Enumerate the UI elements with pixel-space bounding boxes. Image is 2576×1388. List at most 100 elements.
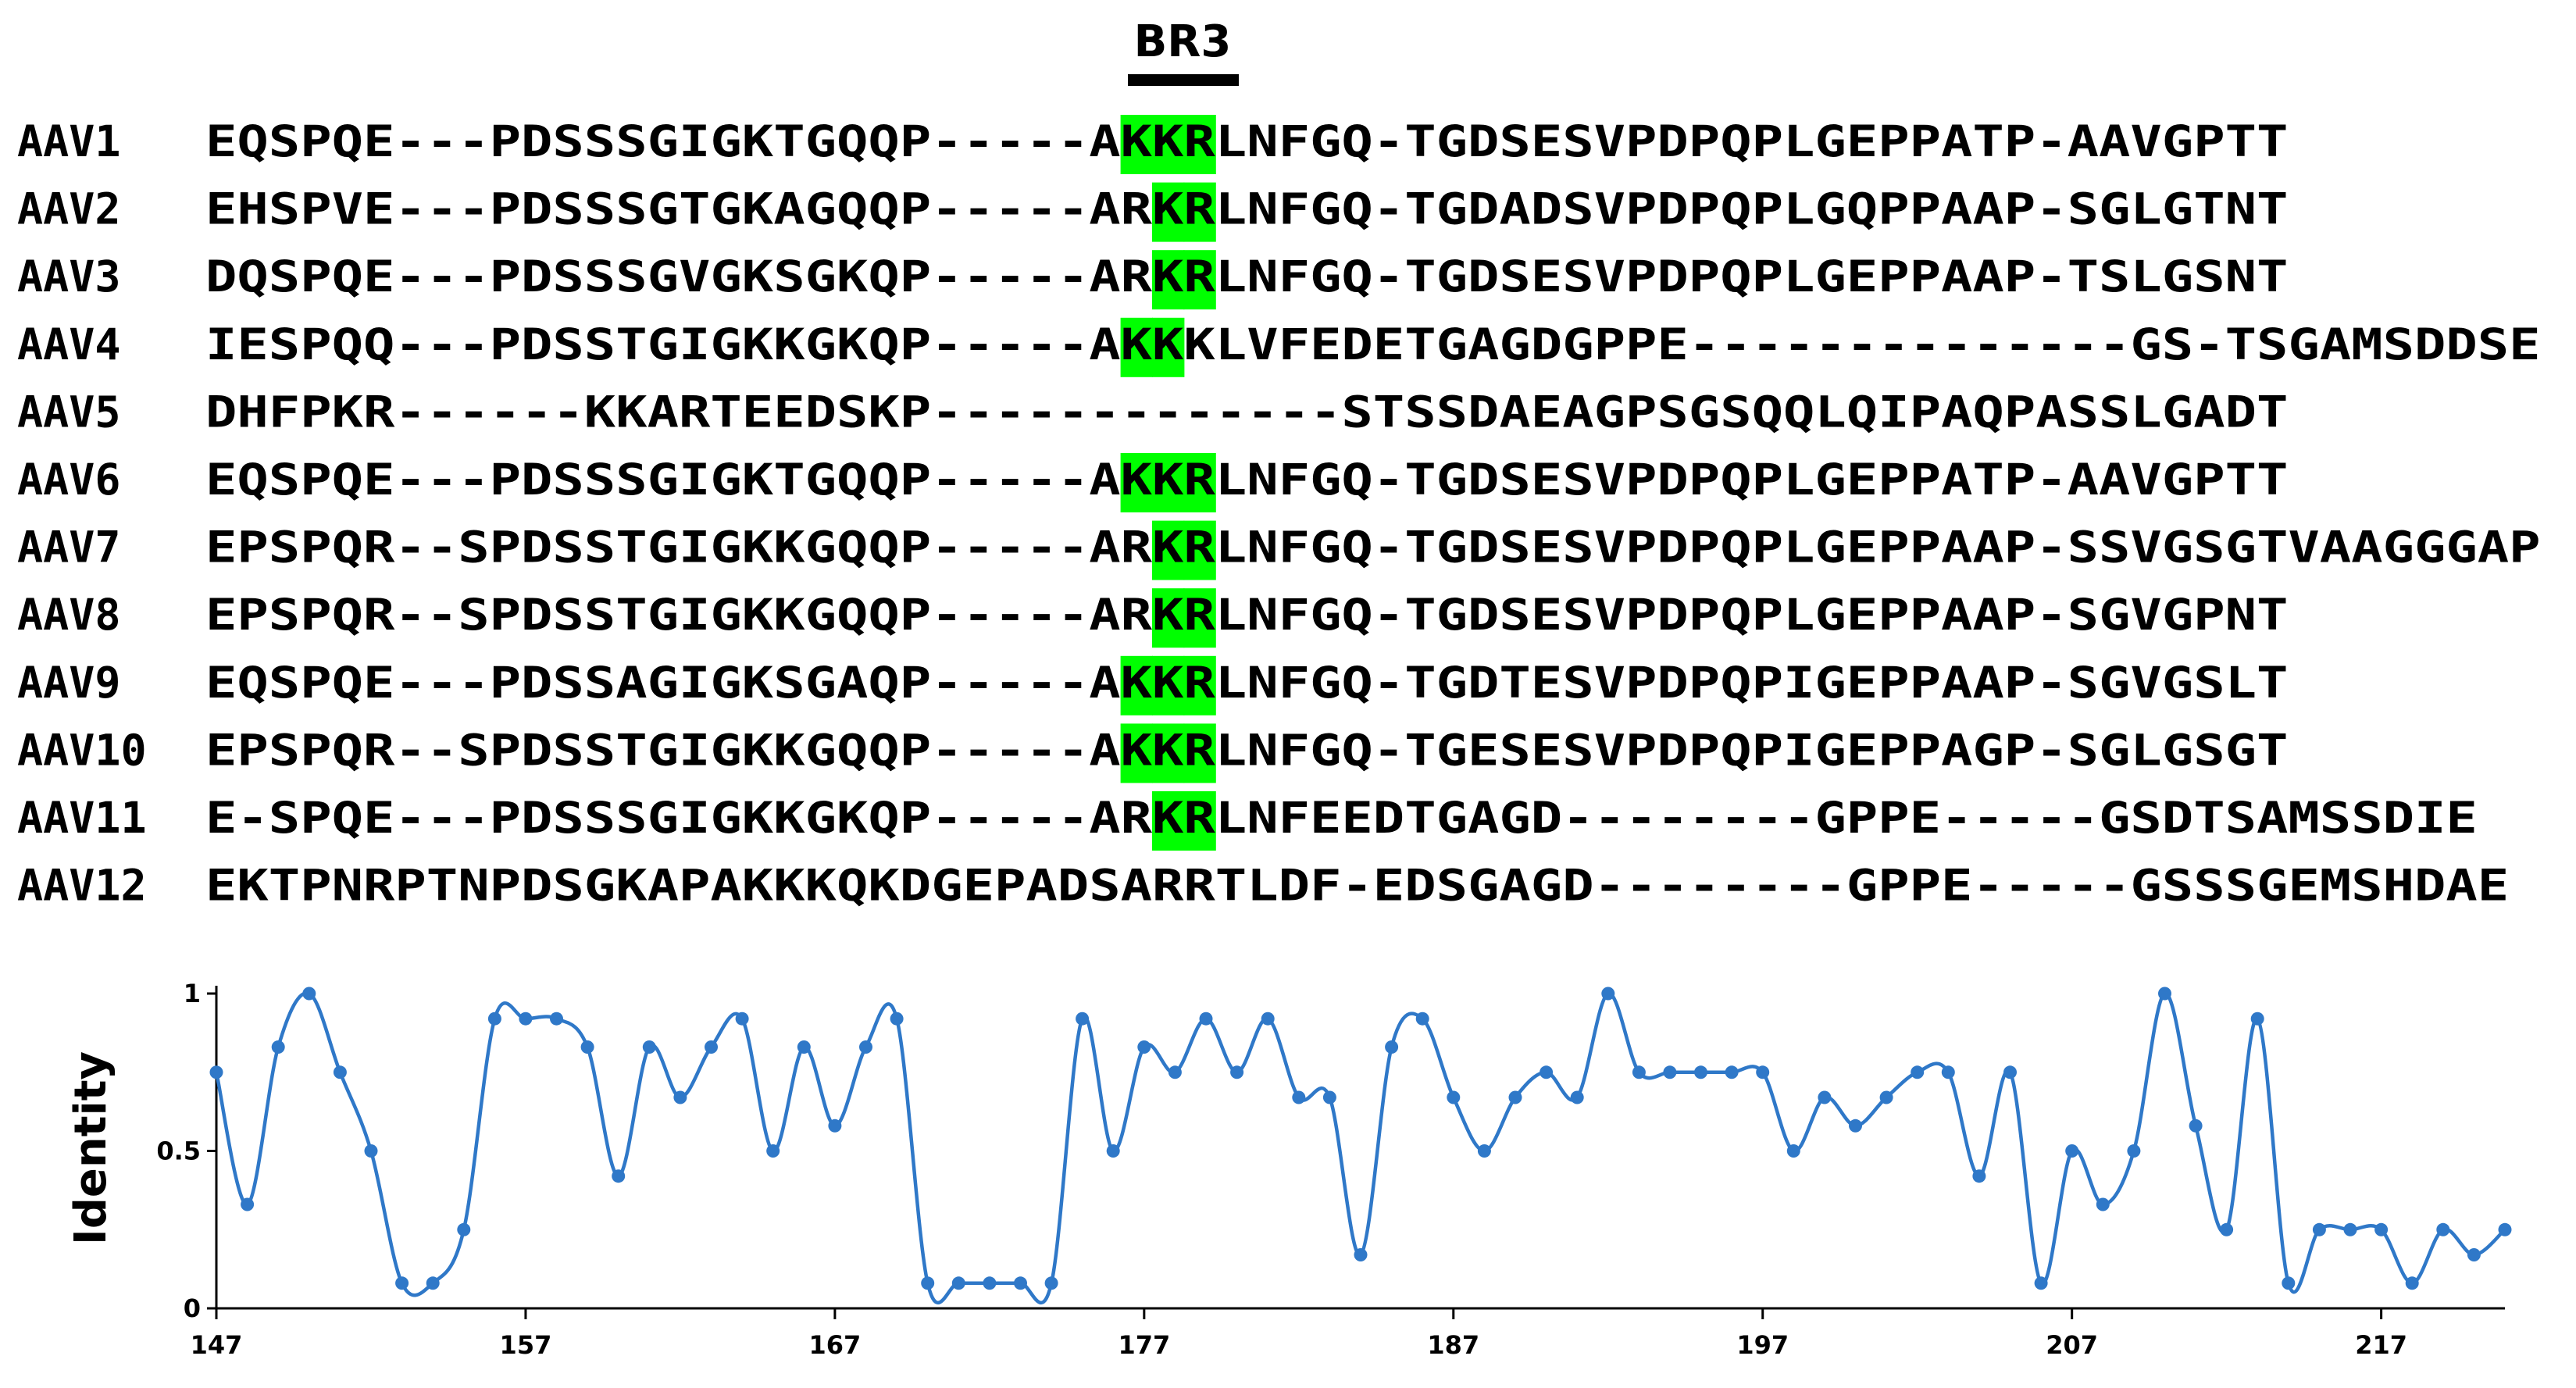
alignment-row: AAV2 EHSPVE---PDSSSGTGKAGQQP-----ARKRLNFG… bbox=[17, 182, 2288, 242]
data-point bbox=[1601, 987, 1615, 1001]
data-point bbox=[1540, 1065, 1554, 1079]
sequence-name: AAV12 bbox=[17, 861, 147, 911]
data-point bbox=[1972, 1169, 1986, 1183]
data-point bbox=[1322, 1090, 1336, 1104]
alignment-row: AAV1 EQSPQE---PDSSSGIGKTGQQP-----AKKRLNFG… bbox=[17, 115, 2288, 174]
sequence-text: EPSPQR--SPDSSTGIGKKGQQP-----AKKRLNFGQ-TG… bbox=[205, 725, 2288, 775]
br3-label: BR3 bbox=[1134, 16, 1232, 67]
sequence-name: AAV11 bbox=[17, 793, 147, 843]
data-point bbox=[797, 1040, 811, 1054]
data-point bbox=[2498, 1222, 2512, 1236]
data-point bbox=[271, 1040, 285, 1054]
data-point bbox=[2282, 1276, 2296, 1290]
highlight-cell bbox=[1152, 115, 1185, 174]
sequence-name: AAV6 bbox=[17, 455, 120, 505]
data-point bbox=[2158, 987, 2171, 1001]
highlight-cell bbox=[1152, 723, 1185, 783]
highlight-cell bbox=[1120, 723, 1153, 783]
data-point bbox=[1849, 1119, 1862, 1133]
highlight-cell bbox=[1183, 115, 1216, 174]
sequence-name: AAV9 bbox=[17, 658, 120, 708]
data-point bbox=[951, 1276, 965, 1290]
sequence-text: DQSPQE---PDSSSGVGKSGKQP-----ARKRLNFGQ-TG… bbox=[205, 252, 2288, 302]
highlight-cell bbox=[1183, 520, 1216, 580]
data-point bbox=[1786, 1144, 1800, 1158]
data-point bbox=[2189, 1119, 2203, 1133]
data-point bbox=[2374, 1222, 2389, 1236]
alignment-row: AAV8 EPSPQR--SPDSSTGIGKKGQQP-----ARKRLNFG… bbox=[17, 588, 2288, 648]
highlight-cell bbox=[1120, 317, 1153, 377]
data-point bbox=[2467, 1248, 2481, 1261]
sequence-text: EKTPNRPTNPDSGKAPAKKKQKDGEPADSARRTLDF-EDS… bbox=[205, 861, 2509, 911]
data-point bbox=[457, 1222, 471, 1236]
y-tick-label: 1 bbox=[184, 979, 201, 1008]
data-point bbox=[2312, 1222, 2326, 1236]
alignment-row: AAV10 EPSPQR--SPDSSTGIGKKGQQP-----AKKRLNF… bbox=[17, 723, 2288, 783]
highlight-cell bbox=[1183, 250, 1216, 310]
alignment-row: AAV4 IESPQQ---PDSSTGIGKKGKQP-----AKKKLVFE… bbox=[17, 317, 2541, 377]
br3-marker: BR3 bbox=[1128, 16, 1239, 86]
data-point bbox=[364, 1144, 378, 1158]
data-point bbox=[1941, 1065, 1955, 1079]
data-point bbox=[1044, 1276, 1058, 1290]
sequence-name: AAV10 bbox=[17, 725, 147, 775]
sequence-name: AAV8 bbox=[17, 590, 120, 640]
sequence-name: AAV2 bbox=[17, 184, 120, 234]
x-tick-label: 177 bbox=[1118, 1330, 1170, 1360]
alignment-row: AAV6 EQSPQE---PDSSSGIGKTGQQP-----AKKRLNFG… bbox=[17, 453, 2288, 512]
highlight-cell bbox=[1152, 317, 1185, 377]
highlight-cell bbox=[1152, 791, 1185, 851]
data-point bbox=[2096, 1197, 2110, 1211]
data-point bbox=[612, 1169, 626, 1183]
sequence-text: EQSPQE---PDSSAGIGKSGAQP-----AKKRLNFGQ-TG… bbox=[205, 658, 2288, 708]
x-tick-label: 197 bbox=[1736, 1330, 1789, 1360]
data-point bbox=[1447, 1090, 1461, 1104]
br3-bar bbox=[1128, 74, 1239, 86]
data-point bbox=[1694, 1065, 1707, 1079]
data-point bbox=[2250, 1012, 2264, 1026]
data-point bbox=[1879, 1090, 1893, 1104]
y-tick-label: 0.5 bbox=[156, 1136, 201, 1166]
y-tick-label: 0 bbox=[184, 1293, 201, 1323]
data-point bbox=[487, 1012, 501, 1026]
data-point bbox=[2220, 1222, 2234, 1236]
y-ticks: 00.51 bbox=[156, 979, 216, 1323]
x-ticks: 147 157 167 177 187 197 207 217 bbox=[191, 1308, 2407, 1360]
highlight-cell bbox=[1183, 182, 1216, 242]
data-point bbox=[1818, 1090, 1832, 1104]
highlight-cell bbox=[1152, 250, 1185, 310]
data-point bbox=[1137, 1040, 1151, 1054]
data-point bbox=[1911, 1065, 1925, 1079]
data-point bbox=[2003, 1065, 2017, 1079]
sequence-text: E-SPQE---PDSSSGIGKKGKQP-----ARKRLNFEEDTG… bbox=[205, 793, 2478, 843]
sequence-text: EQSPQE---PDSSSGIGKTGQQP-----AKKRLNFGQ-TG… bbox=[205, 116, 2288, 166]
data-point bbox=[2127, 1144, 2141, 1158]
data-point bbox=[1756, 1065, 1770, 1079]
sequence-alignment: AAV1 EQSPQE---PDSSSGIGKTGQQP-----AKKRLNFG… bbox=[17, 115, 2541, 911]
x-tick-label: 157 bbox=[500, 1330, 552, 1360]
data-point bbox=[859, 1040, 872, 1054]
highlight-cell bbox=[1183, 453, 1216, 512]
sequence-text: EHSPVE---PDSSSGTGKAGQQP-----ARKRLNFGQ-TG… bbox=[205, 184, 2288, 234]
data-point bbox=[1199, 1012, 1213, 1026]
data-point bbox=[1292, 1090, 1306, 1104]
data-point bbox=[1354, 1248, 1368, 1261]
data-point bbox=[1663, 1065, 1677, 1079]
data-point bbox=[1261, 1012, 1275, 1026]
data-point bbox=[2065, 1144, 2079, 1158]
data-point bbox=[2343, 1222, 2357, 1236]
sequence-name: AAV3 bbox=[17, 252, 120, 302]
sequence-name: AAV4 bbox=[17, 319, 120, 369]
data-point bbox=[395, 1276, 409, 1290]
highlight-cell bbox=[1152, 520, 1185, 580]
identity-chart: Identity 00.51 147 157 167 177 187 197 207 217 bbox=[66, 979, 2512, 1360]
alignment-row: AAV7 EPSPQR--SPDSSTGIGKKGQQP-----ARKRLNFG… bbox=[17, 520, 2541, 580]
highlight-cell bbox=[1183, 791, 1216, 851]
highlight-cell bbox=[1183, 588, 1216, 648]
data-point bbox=[1632, 1065, 1646, 1079]
sequence-name: AAV5 bbox=[17, 387, 120, 437]
data-point bbox=[2436, 1222, 2450, 1236]
data-point bbox=[766, 1144, 780, 1158]
alignment-row: AAV3 DQSPQE---PDSSSGVGKSGKQP-----ARKRLNFG… bbox=[17, 250, 2288, 310]
